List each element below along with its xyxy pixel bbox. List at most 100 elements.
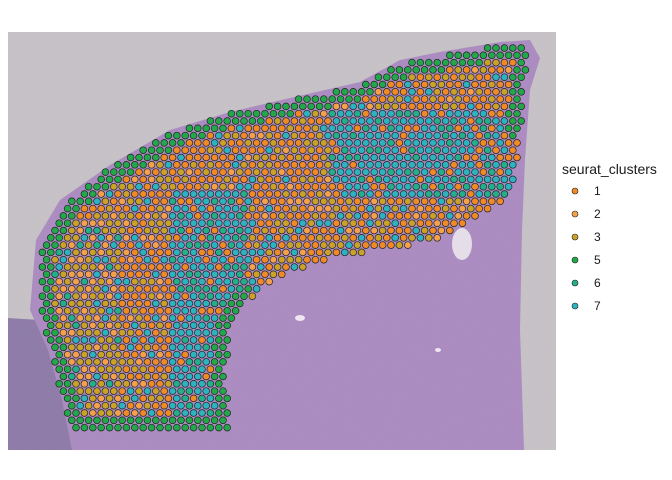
spot-cluster-3 [252, 168, 261, 176]
spot-cluster-7 [416, 146, 425, 154]
spot-cluster-3 [122, 394, 131, 403]
spot-cluster-2 [122, 248, 131, 257]
spot-cluster-1 [395, 226, 404, 235]
spot-cluster-1 [147, 365, 156, 373]
spot-cluster-1 [366, 234, 374, 242]
spot-cluster-7 [341, 175, 349, 184]
spot-cluster-5 [223, 394, 231, 403]
spot-cluster-7 [198, 365, 206, 373]
spot-cluster-5 [72, 423, 80, 432]
spot-cluster-5 [68, 212, 76, 220]
spot-cluster-5 [59, 343, 68, 352]
spot-cluster-5 [72, 204, 80, 213]
spot-cluster-1 [215, 307, 223, 315]
spot-cluster-3 [378, 197, 387, 206]
spot-cluster-3 [320, 168, 328, 176]
spot-cluster-1 [303, 182, 311, 191]
spot-cluster-7 [265, 204, 273, 213]
spot-cluster-3 [433, 88, 441, 96]
spot-cluster-5 [357, 88, 366, 96]
spot-cluster-2 [122, 234, 131, 242]
spot-cluster-7 [152, 314, 160, 322]
spot-cluster-2 [122, 219, 131, 227]
spot-cluster-1 [437, 212, 446, 220]
spot-cluster-7 [349, 102, 357, 111]
spot-cluster-6 [231, 277, 240, 286]
spot-cluster-3 [269, 139, 278, 147]
spot-cluster-1 [181, 146, 189, 154]
spot-cluster-5 [383, 73, 391, 81]
spot-cluster-1 [257, 234, 265, 242]
spot-cluster-1 [290, 117, 299, 125]
spot-cluster-1 [269, 124, 278, 133]
spot-cluster-1 [97, 204, 105, 213]
spot-cluster-7 [370, 168, 378, 176]
spot-cluster-6 [332, 131, 341, 140]
spot-cluster-7 [349, 117, 357, 125]
spot-cluster-2 [210, 182, 219, 191]
spot-cluster-7 [219, 270, 227, 279]
spot-cluster-7 [248, 219, 257, 227]
spot-cluster-7 [429, 109, 437, 118]
spot-cluster-3 [479, 66, 488, 74]
spot-cluster-1 [156, 263, 164, 271]
spot-cluster-6 [349, 131, 357, 140]
spot-cluster-6 [437, 124, 446, 133]
spot-cluster-5 [139, 423, 147, 432]
spot-cluster-1 [160, 153, 168, 162]
spot-cluster-6 [240, 277, 248, 286]
spot-cluster-1 [143, 270, 152, 279]
spot-cluster-1 [332, 234, 341, 242]
spot-cluster-1 [450, 204, 458, 213]
spot-cluster-5 [202, 416, 210, 425]
spot-cluster-6 [387, 168, 395, 176]
spot-cluster-1 [475, 146, 483, 154]
spot-cluster-5 [227, 109, 236, 118]
spot-cluster-5 [513, 95, 521, 103]
spot-cluster-5 [462, 51, 471, 60]
spot-cluster-1 [126, 270, 135, 279]
spot-cluster-1 [147, 248, 156, 257]
spot-cluster-5 [126, 416, 135, 425]
spot-cluster-7 [265, 234, 273, 242]
spot-cluster-1 [378, 95, 387, 103]
spot-cluster-7 [101, 255, 110, 264]
spot-cluster-7 [362, 168, 370, 176]
spot-cluster-7 [341, 248, 349, 257]
spot-cluster-2 [59, 285, 68, 293]
spot-cluster-3 [131, 307, 139, 315]
spot-cluster-7 [252, 285, 261, 293]
spot-cluster-2 [286, 197, 294, 206]
spot-cluster-7 [261, 241, 269, 249]
spot-cluster-3 [425, 73, 433, 81]
spot-cluster-2 [227, 168, 236, 176]
spot-cluster-1 [336, 182, 345, 191]
spot-cluster-7 [114, 277, 122, 286]
spot-cluster-2 [248, 131, 257, 140]
spot-cluster-7 [475, 175, 483, 184]
spot-cluster-7 [177, 372, 185, 381]
spot-cluster-7 [147, 336, 156, 344]
spot-cluster-7 [328, 124, 336, 133]
spot-cluster-5 [223, 409, 231, 417]
spot-cluster-3 [80, 263, 89, 271]
spot-cluster-2 [416, 204, 425, 213]
spot-cluster-7 [332, 161, 341, 169]
spot-cluster-3 [105, 350, 114, 359]
spot-cluster-3 [429, 212, 437, 220]
spot-cluster-2 [68, 358, 76, 366]
spot-cluster-7 [168, 270, 177, 279]
spot-cluster-7 [131, 234, 139, 242]
spot-cluster-3 [84, 255, 93, 264]
spot-cluster-6 [68, 372, 76, 381]
spot-cluster-7 [366, 204, 374, 213]
spot-cluster-1 [278, 241, 286, 249]
spot-cluster-3 [286, 241, 294, 249]
spot-cluster-2 [72, 350, 80, 359]
spot-cluster-7 [496, 139, 504, 147]
spots-layer [38, 44, 530, 432]
spot-cluster-1 [248, 161, 257, 169]
spot-cluster-3 [231, 131, 240, 140]
spot-cluster-1 [349, 161, 357, 169]
spot-cluster-7 [202, 197, 210, 206]
